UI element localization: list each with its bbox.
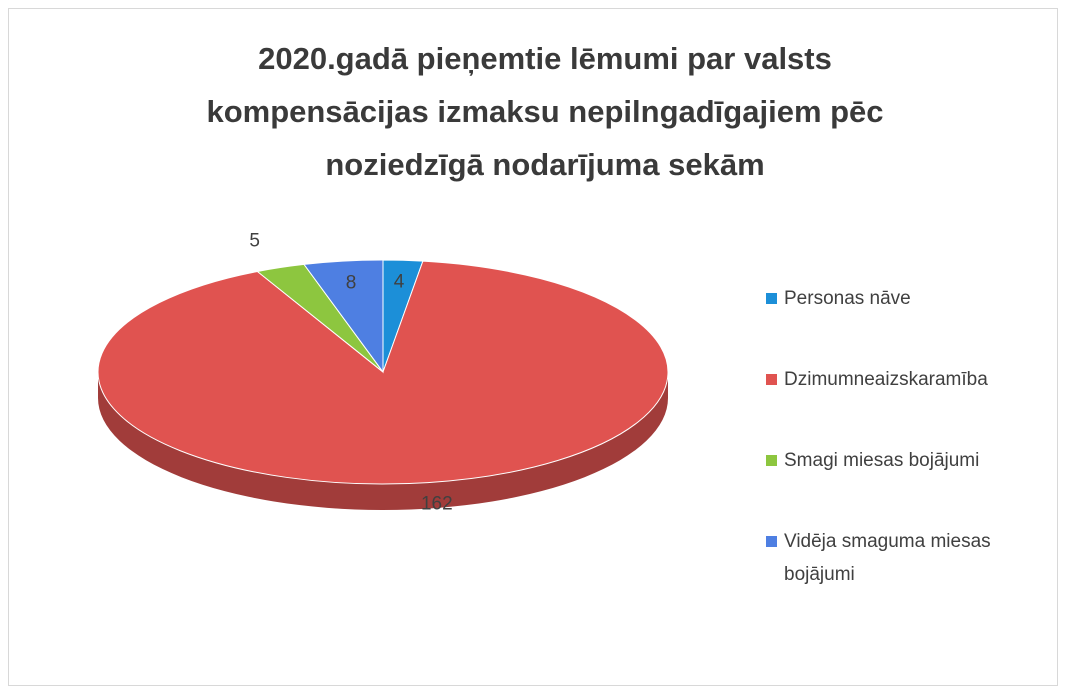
legend-swatch bbox=[766, 536, 777, 547]
data-label: 8 bbox=[346, 272, 357, 293]
chart-title: 2020.gadā pieņemtie lēmumi par valsts ko… bbox=[206, 41, 884, 182]
legend-item: Personas nāve bbox=[766, 282, 1051, 315]
legend-swatch bbox=[766, 293, 777, 304]
legend-item: Dzimumneaizskaramība bbox=[766, 363, 1051, 396]
legend-item: Vidēja smaguma miesas bojājumi bbox=[766, 525, 1051, 591]
legend: Personas nāve Dzimumneaizskaramība Smagi m… bbox=[766, 282, 1051, 639]
legend-label: Smagi miesas bojājumi bbox=[784, 450, 980, 471]
chart-frame bbox=[8, 8, 1058, 686]
legend-swatch bbox=[766, 374, 777, 385]
legend-label: Vidēja smaguma miesas bojājumi bbox=[784, 531, 991, 585]
data-label: 162 bbox=[421, 494, 453, 515]
data-label: 4 bbox=[394, 272, 405, 293]
pie-wall bbox=[98, 372, 668, 510]
legend-label: Personas nāve bbox=[784, 288, 911, 309]
data-label: 5 bbox=[249, 230, 260, 251]
pie-slice bbox=[303, 259, 384, 374]
legend-swatch bbox=[766, 455, 777, 466]
legend-item: Smagi miesas bojājumi bbox=[766, 444, 1051, 477]
legend-label: Dzimumneaizskaramība bbox=[784, 369, 988, 390]
